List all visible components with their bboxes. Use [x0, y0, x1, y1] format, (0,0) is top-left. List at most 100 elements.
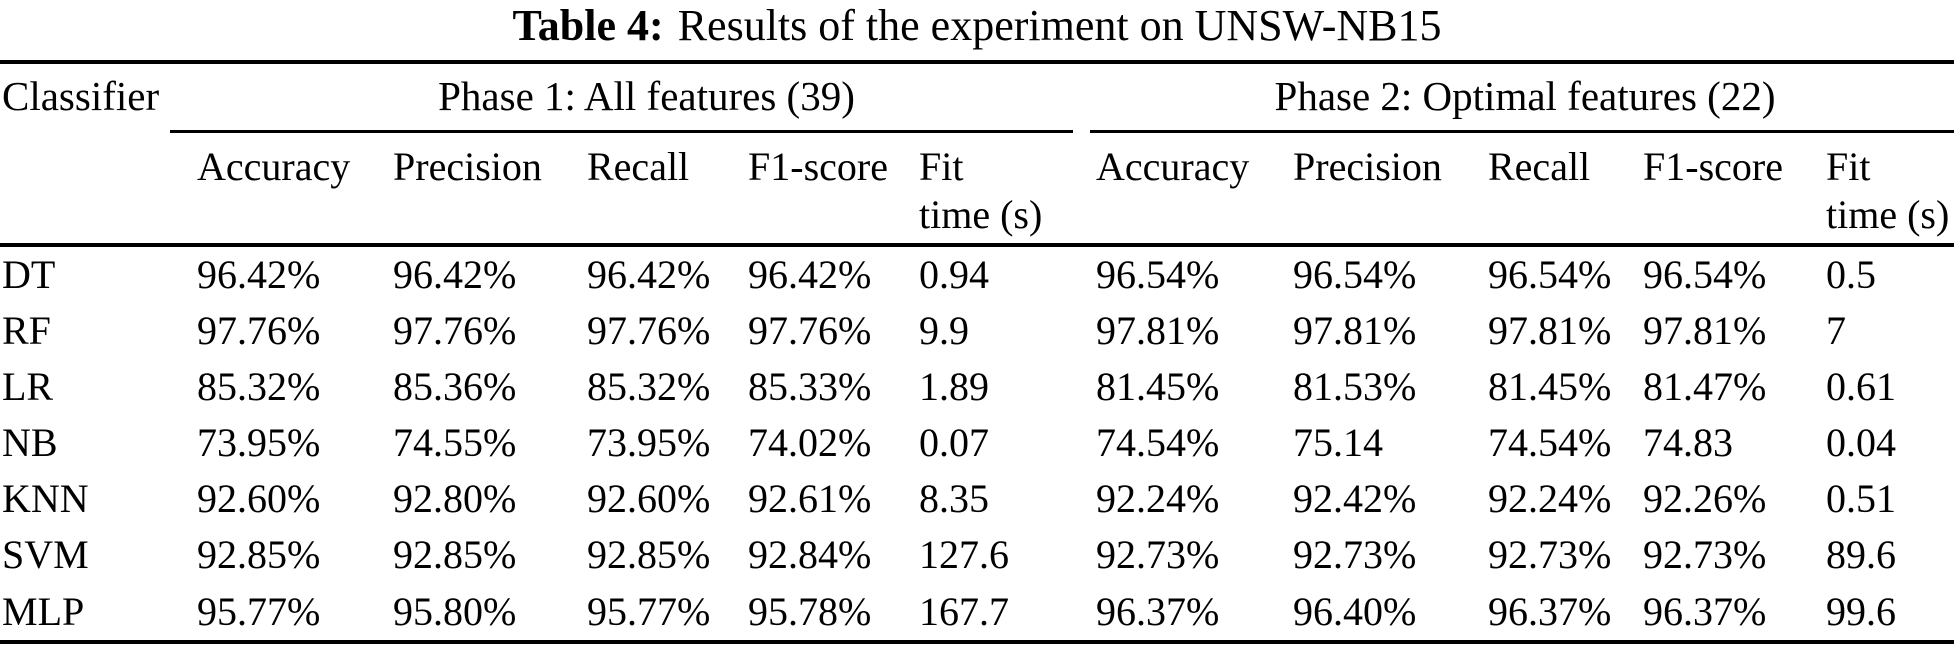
phase2-value-cell: 97.81%	[1293, 308, 1417, 354]
phase2-value-cell: 74.54%	[1488, 420, 1612, 466]
phase1-value-cell: 96.42%	[748, 252, 872, 297]
phase1-value-cell: 73.95%	[197, 420, 321, 466]
phase1-value-cell: 95.78%	[748, 588, 872, 634]
row-classifier-label: KNN	[2, 476, 89, 522]
phase1-value-cell: 73.95%	[587, 420, 711, 466]
row-classifier-label: RF	[2, 308, 51, 354]
phase2-group-header: Phase 2: Optimal features (22)	[1274, 73, 1776, 119]
phase2-value-cell: 96.54%	[1488, 252, 1612, 297]
rule-top	[0, 60, 1954, 64]
row-classifier-label: DT	[2, 252, 56, 297]
rule-header-bottom	[0, 243, 1954, 247]
rule-phase2-group	[1090, 130, 1954, 133]
column-header-accuracy: Accuracy	[1096, 144, 1250, 189]
phase2-value-cell: 96.54%	[1643, 252, 1767, 297]
phase1-value-cell: 127.6	[919, 532, 1009, 578]
column-header-precision: Precision	[393, 144, 542, 189]
phase1-value-cell: 97.76%	[393, 308, 517, 354]
phase1-value-cell: 92.60%	[587, 476, 711, 522]
phase2-value-cell: 96.37%	[1643, 588, 1767, 634]
phase1-value-cell: 95.77%	[197, 588, 321, 634]
phase2-value-cell: 92.42%	[1293, 476, 1417, 522]
classifier-column-header: Classifier	[2, 73, 160, 119]
phase1-value-cell: 85.32%	[197, 364, 321, 410]
phase1-value-cell: 74.55%	[393, 420, 517, 466]
row-classifier-label: MLP	[2, 588, 85, 634]
results-table: Classifier Phase 1: All features (39) Ph…	[0, 64, 1954, 640]
phase1-value-cell: 92.85%	[197, 532, 321, 578]
phase2-value-cell: 96.37%	[1096, 588, 1220, 634]
column-header-recall: Recall	[587, 144, 690, 189]
phase1-value-cell: 96.42%	[393, 252, 517, 297]
phase2-value-cell: 92.73%	[1488, 532, 1612, 578]
phase2-value-cell: 89.6	[1826, 532, 1896, 578]
phase2-value-cell: 92.73%	[1643, 532, 1767, 578]
phase1-value-cell: 74.02%	[748, 420, 872, 466]
row-classifier-label: NB	[2, 420, 58, 466]
phase1-value-cell: 97.76%	[748, 308, 872, 354]
rule-bottom	[0, 640, 1954, 644]
phase2-value-cell: 81.53%	[1293, 364, 1417, 410]
phase2-value-cell: 97.81%	[1488, 308, 1612, 354]
fit-time-line1: Fit	[1826, 144, 1871, 189]
phase1-value-cell: 96.42%	[197, 252, 321, 297]
phase2-value-cell: 75.14	[1293, 420, 1383, 466]
fit-time-line2: time (s)	[1826, 192, 1950, 237]
phase1-value-cell: 85.32%	[587, 364, 711, 410]
fit-time-line1: Fit	[919, 144, 964, 189]
phase1-value-cell: 0.07	[919, 420, 989, 466]
phase1-value-cell: 97.76%	[587, 308, 711, 354]
column-header-fit-time: Fit time (s)	[1826, 130, 1954, 247]
phase2-value-cell: 92.26%	[1643, 476, 1767, 522]
phase2-value-cell: 99.6	[1826, 588, 1896, 634]
phase2-value-cell: 74.83	[1643, 420, 1733, 466]
phase2-value-cell: 92.24%	[1488, 476, 1612, 522]
phase1-value-cell: 97.76%	[197, 308, 321, 354]
table-caption-text: Results of the experiment on UNSW-NB15	[677, 1, 1442, 50]
phase1-group-header: Phase 1: All features (39)	[438, 73, 855, 119]
phase1-value-cell: 92.60%	[197, 476, 321, 522]
phase2-value-cell: 97.81%	[1643, 308, 1767, 354]
phase1-value-cell: 92.80%	[393, 476, 517, 522]
phase2-value-cell: 0.5	[1826, 252, 1876, 297]
phase1-value-cell: 92.85%	[587, 532, 711, 578]
phase2-value-cell: 81.45%	[1096, 364, 1220, 410]
row-classifier-label: LR	[2, 364, 54, 410]
phase1-value-cell: 85.36%	[393, 364, 517, 410]
phase2-value-cell: 96.40%	[1293, 588, 1417, 634]
phase1-value-cell: 95.80%	[393, 588, 517, 634]
phase2-value-cell: 0.04	[1826, 420, 1896, 466]
phase1-value-cell: 92.61%	[748, 476, 872, 522]
column-header-f1-score: F1-score	[748, 144, 888, 189]
column-header-recall: Recall	[1488, 144, 1591, 189]
phase1-value-cell: 96.42%	[587, 252, 711, 297]
phase2-value-cell: 96.37%	[1488, 588, 1612, 634]
phase1-value-cell: 92.85%	[393, 532, 517, 578]
phase2-value-cell: 96.54%	[1293, 252, 1417, 297]
column-header-f1-score: F1-score	[1643, 144, 1783, 189]
phase1-value-cell: 0.94	[919, 252, 989, 297]
fit-time-line2: time (s)	[919, 192, 1043, 237]
phase1-value-cell: 85.33%	[748, 364, 872, 410]
phase2-value-cell: 74.54%	[1096, 420, 1220, 466]
phase2-value-cell: 96.54%	[1096, 252, 1220, 297]
phase1-value-cell: 167.7	[919, 588, 1009, 634]
phase1-value-cell: 9.9	[919, 308, 969, 354]
phase2-value-cell: 0.51	[1826, 476, 1896, 522]
phase2-value-cell: 0.61	[1826, 364, 1896, 410]
phase2-value-cell: 97.81%	[1096, 308, 1220, 354]
phase2-value-cell: 92.24%	[1096, 476, 1220, 522]
column-header-fit-time: Fit time (s)	[919, 130, 1096, 247]
rule-phase1-group	[170, 130, 1073, 133]
phase1-value-cell: 92.84%	[748, 532, 872, 578]
phase1-value-cell: 95.77%	[587, 588, 711, 634]
phase2-value-cell: 92.73%	[1293, 532, 1417, 578]
phase2-value-cell: 92.73%	[1096, 532, 1220, 578]
column-header-accuracy: Accuracy	[197, 144, 351, 189]
row-classifier-label: SVM	[2, 532, 89, 578]
column-header-precision: Precision	[1293, 144, 1442, 189]
phase1-value-cell: 8.35	[919, 476, 989, 522]
phase2-value-cell: 81.47%	[1643, 364, 1767, 410]
phase1-value-cell: 1.89	[919, 364, 989, 410]
